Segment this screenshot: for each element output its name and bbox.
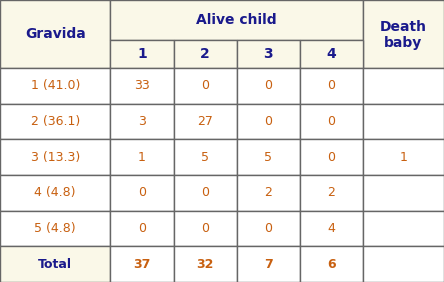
Text: 3 (13.3): 3 (13.3)	[31, 151, 80, 164]
Text: baby: baby	[385, 36, 423, 50]
Text: 32: 32	[197, 258, 214, 271]
Text: 2 (36.1): 2 (36.1)	[31, 115, 80, 128]
Bar	[237, 246, 300, 282]
Bar	[174, 68, 237, 104]
Bar	[111, 139, 174, 175]
Text: 0: 0	[327, 79, 335, 92]
Text: 0: 0	[264, 115, 272, 128]
Text: 33: 33	[134, 79, 150, 92]
Bar	[237, 175, 300, 211]
Text: 5 (4.8): 5 (4.8)	[35, 222, 76, 235]
Bar	[174, 139, 237, 175]
Text: 0: 0	[138, 222, 146, 235]
Bar	[174, 175, 237, 211]
Bar	[111, 40, 174, 68]
Bar	[111, 68, 174, 104]
Bar	[300, 211, 363, 246]
Text: 3: 3	[138, 115, 146, 128]
Bar	[0, 175, 111, 211]
Bar	[0, 211, 111, 246]
Text: 2: 2	[328, 186, 335, 199]
Bar	[237, 68, 300, 104]
Bar	[0, 0, 111, 68]
Bar	[300, 139, 363, 175]
Text: Total: Total	[38, 258, 72, 271]
Bar	[237, 40, 300, 68]
Bar	[0, 104, 111, 139]
Text: 0: 0	[138, 186, 146, 199]
Text: 4: 4	[326, 47, 336, 61]
Text: 4: 4	[328, 222, 335, 235]
Bar	[0, 139, 111, 175]
Bar	[111, 104, 174, 139]
Text: 2: 2	[264, 186, 272, 199]
Bar	[300, 40, 363, 68]
Text: 0: 0	[201, 186, 209, 199]
Bar	[174, 40, 237, 68]
Bar	[111, 246, 174, 282]
Text: 0: 0	[201, 222, 209, 235]
Text: 7: 7	[264, 258, 273, 271]
Text: 37: 37	[133, 258, 151, 271]
Text: 1: 1	[400, 151, 408, 164]
Text: Alive child: Alive child	[196, 13, 277, 27]
Bar	[111, 0, 363, 40]
Text: 4 (4.8): 4 (4.8)	[35, 186, 76, 199]
Bar	[363, 68, 444, 104]
Bar	[174, 104, 237, 139]
Bar	[363, 139, 444, 175]
Bar	[300, 104, 363, 139]
Text: 5: 5	[201, 151, 209, 164]
Text: Death: Death	[380, 20, 427, 34]
Text: 1: 1	[137, 47, 147, 61]
Text: 0: 0	[264, 79, 272, 92]
Text: 27: 27	[197, 115, 213, 128]
Bar	[300, 246, 363, 282]
Text: 6: 6	[327, 258, 336, 271]
Text: 1: 1	[138, 151, 146, 164]
Bar	[174, 211, 237, 246]
Bar	[300, 68, 363, 104]
Text: 0: 0	[264, 222, 272, 235]
Text: 0: 0	[201, 79, 209, 92]
Text: 1 (41.0): 1 (41.0)	[31, 79, 80, 92]
Bar	[363, 211, 444, 246]
Bar	[363, 246, 444, 282]
Bar	[300, 175, 363, 211]
Bar	[363, 0, 444, 68]
Bar	[363, 175, 444, 211]
Text: 5: 5	[264, 151, 272, 164]
Bar	[0, 68, 111, 104]
Bar	[0, 246, 111, 282]
Bar	[363, 104, 444, 139]
Text: Gravida: Gravida	[25, 27, 86, 41]
Bar	[111, 211, 174, 246]
Bar	[237, 139, 300, 175]
Text: 3: 3	[263, 47, 273, 61]
Text: 0: 0	[327, 151, 335, 164]
Bar	[237, 104, 300, 139]
Bar	[174, 246, 237, 282]
Bar	[237, 211, 300, 246]
Bar	[111, 175, 174, 211]
Text: 2: 2	[200, 47, 210, 61]
Text: 0: 0	[327, 115, 335, 128]
